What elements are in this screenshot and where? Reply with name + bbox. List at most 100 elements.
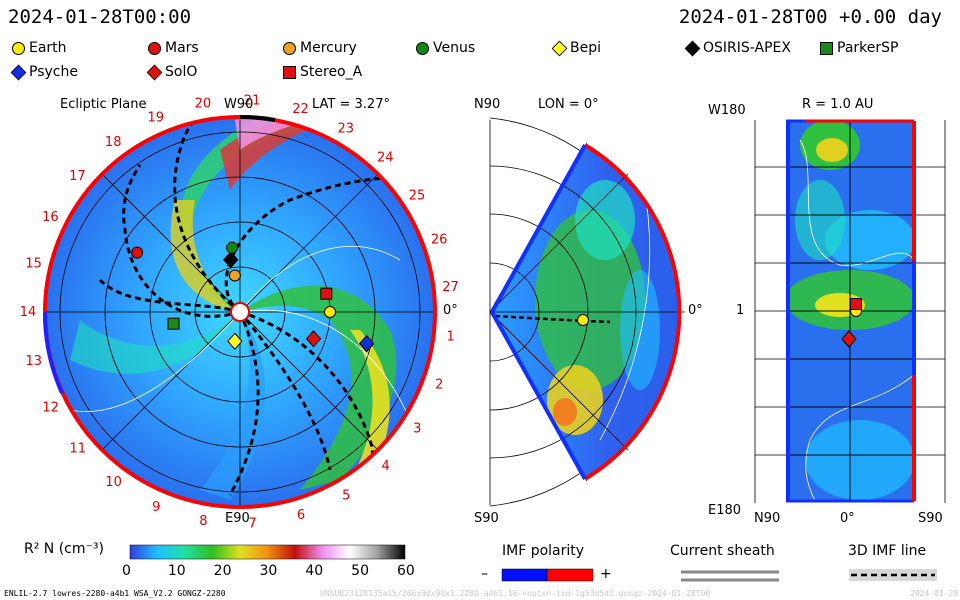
square-icon (820, 41, 833, 55)
meridional-s90: S90 (474, 511, 499, 526)
sector-number: 8 (199, 514, 207, 529)
sector-number: 1 (446, 329, 454, 344)
marker-mars (131, 246, 144, 259)
circle-icon (416, 41, 429, 55)
sector-number: 23 (338, 121, 355, 136)
radial-e180: E180 (708, 503, 742, 518)
meridional-n90: N90 (474, 97, 501, 112)
body-markers (131, 241, 862, 353)
imf-line-sample (849, 569, 937, 581)
imf-plus: + (600, 566, 612, 582)
meridional-title: LON = 0° (538, 97, 599, 112)
legend-item-venus: Venus (416, 40, 475, 56)
legend-label: Earth (29, 40, 67, 56)
legend-label: Bepi (570, 40, 601, 56)
sector-number: 19 (148, 110, 165, 125)
radial-title: R = 1.0 AU (802, 97, 874, 112)
circle-icon (148, 41, 161, 55)
colorbar-tick: 50 (351, 563, 369, 579)
marker-earth (324, 306, 336, 318)
imf-minus: – (481, 566, 488, 582)
marker-radial-solo (841, 330, 857, 348)
sector-number: 24 (377, 151, 394, 166)
legend-item-bepi: Bepi (551, 40, 601, 56)
sector-number: 7 (248, 517, 256, 532)
marker-venus (226, 241, 239, 254)
ecliptic-e90: E90 (225, 511, 250, 526)
square-icon (283, 65, 296, 79)
sector-number: 26 (431, 232, 448, 247)
ecliptic-w90: W90 (224, 97, 254, 112)
legend-item-earth: Earth (12, 40, 67, 56)
sector-number: 13 (25, 354, 42, 369)
current-sheath-title: Current sheath (670, 543, 775, 559)
circle-icon (12, 41, 25, 55)
colorbar-tick: 10 (167, 563, 186, 579)
legend-item-mars: Mars (148, 40, 199, 56)
legend-item-parkersp: ParkerSP (820, 40, 898, 56)
ecliptic-lat: LAT = 3.27° (312, 97, 390, 112)
ecliptic-panel (42, 114, 437, 509)
sector-number: 3 (413, 421, 421, 436)
legend-label: Stereo_A (300, 64, 363, 80)
sector-number: 14 (20, 305, 37, 320)
ecliptic-zero: 0° (443, 303, 458, 318)
sector-number: 5 (342, 488, 350, 503)
legend-label: Mercury (300, 40, 357, 56)
sector-number: 4 (382, 459, 390, 474)
meridional-zero: 0° (688, 303, 703, 318)
marker-solo (305, 330, 322, 348)
footer-right: 2024-01-29 (910, 589, 959, 598)
sector-number: 17 (69, 169, 86, 184)
marker-osiris-apex (223, 250, 239, 269)
date-right: 2024-01-28T00 +0.00 day (678, 6, 942, 28)
current-sheath-sample (681, 570, 779, 582)
legend-item-solo: SolO (146, 64, 198, 80)
marker-mercury (228, 269, 241, 282)
sector-number: 9 (152, 500, 160, 515)
marker-bepi (227, 332, 243, 351)
radial-zero: 0° (840, 511, 855, 526)
legend-item-stereo-a: Stereo_A (283, 64, 362, 80)
sector-number: 27 (442, 280, 459, 295)
radial-w180: W180 (708, 103, 746, 118)
marker-meridional-earth (577, 314, 589, 326)
sector-number: 16 (42, 210, 59, 225)
legend-label: OSIRIS-APEX (703, 40, 791, 56)
date-left: 2024-01-28T00:00 (8, 6, 192, 28)
sector-number: 18 (105, 135, 122, 150)
colorbar-tick: 60 (397, 563, 415, 579)
legend-label: ParkerSP (837, 40, 899, 56)
legend-label: SolO (165, 64, 198, 80)
radial-panel (754, 119, 946, 503)
legend-item-mercury: Mercury (283, 40, 357, 56)
sector-number: 20 (195, 96, 212, 111)
circle-icon (283, 41, 296, 55)
radial-mid: 1 (736, 303, 745, 318)
legend-label: Psyche (29, 64, 78, 80)
colorbar-label: R² N (cm⁻³) (24, 541, 104, 557)
sector-number: 21 (244, 93, 261, 108)
marker-parkersp (167, 317, 180, 330)
radial-n90: N90 (754, 511, 781, 526)
sector-number: 10 (105, 475, 122, 490)
colorbar-tick: 30 (259, 563, 278, 579)
sector-number: 22 (292, 102, 309, 117)
colorbar-tick: 0 (122, 563, 131, 579)
sector-number: 2 (435, 377, 443, 392)
marker-stereo-a (320, 287, 333, 300)
colorbar-tick: 40 (305, 563, 324, 579)
legend-item-osiris-apex: OSIRIS-APEX (684, 40, 791, 56)
legend-item-psyche: Psyche (10, 64, 78, 80)
sector-number: 6 (297, 508, 305, 523)
footer-mid: UNSUB23128135a15/266x30x90x1.2280-a4b1.1… (320, 589, 711, 598)
meridional-panel (489, 117, 685, 507)
ecliptic-title: Ecliptic Plane (60, 97, 147, 112)
colorbar-tick: 20 (213, 563, 232, 579)
marker-psyche (358, 334, 375, 353)
radial-s90: S90 (918, 511, 943, 526)
imf-polarity-title: IMF polarity (502, 543, 585, 559)
imf-polarity-bar (501, 568, 594, 582)
